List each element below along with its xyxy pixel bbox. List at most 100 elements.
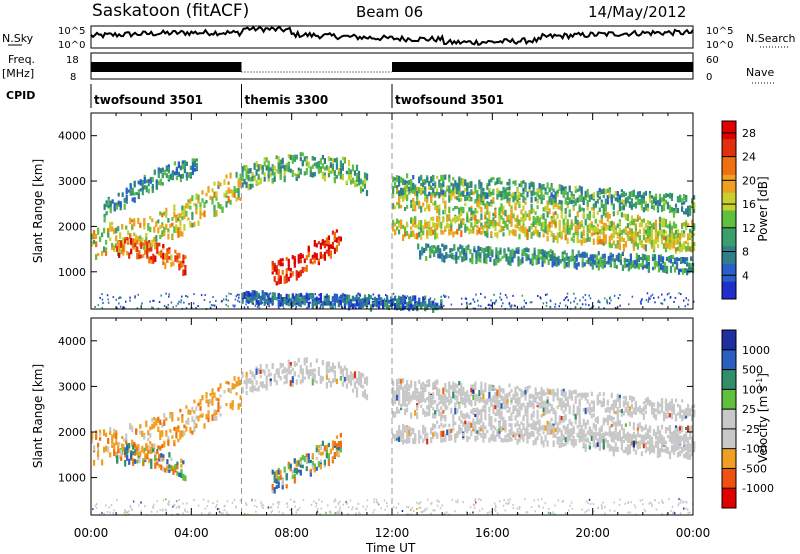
data-cell: [295, 175, 298, 181]
data-cell: [468, 436, 471, 440]
data-cell: [269, 378, 272, 384]
data-cell: [428, 205, 431, 212]
data-cell: [493, 293, 495, 296]
data-cell: [685, 426, 688, 431]
data-cell: [147, 183, 150, 187]
data-cell: [484, 224, 487, 229]
data-cell: [279, 275, 282, 282]
data-cell: [597, 260, 600, 265]
data-cell: [245, 371, 248, 378]
data-cell: [406, 407, 409, 413]
freq-block-1: [91, 62, 242, 72]
data-cell: [588, 431, 591, 437]
data-cell: [597, 251, 600, 256]
data-cell: [464, 187, 467, 192]
data-cell: [412, 230, 415, 234]
data-cell: [306, 307, 308, 310]
data-cell: [564, 223, 567, 229]
data-cell: [378, 302, 381, 308]
data-cell: [313, 172, 316, 177]
data-cell: [510, 437, 513, 442]
power-data: [91, 113, 696, 313]
data-cell: [621, 264, 624, 271]
data-cell: [283, 175, 286, 183]
data-cell: [271, 364, 274, 370]
data-cell: [309, 468, 312, 474]
data-cell: [143, 223, 146, 230]
data-cell: [412, 175, 415, 180]
cpid-label: CPID: [6, 89, 35, 102]
data-cell: [125, 195, 128, 201]
data-cell: [482, 226, 485, 234]
data-cell: [147, 437, 150, 442]
data-cell: [97, 442, 100, 448]
data-cell: [517, 256, 520, 263]
data-cell: [283, 466, 286, 473]
data-cell: [681, 198, 684, 203]
data-cell: [339, 294, 342, 300]
data-cell: [426, 229, 429, 237]
data-cell: [91, 233, 94, 240]
data-cell: [510, 414, 513, 418]
data-cell: [654, 238, 658, 245]
data-cell: [488, 406, 491, 413]
data-cell: [420, 220, 423, 225]
data-cell: [149, 433, 152, 438]
data-cell: [558, 427, 561, 433]
data-cell: [478, 418, 481, 425]
data-cell: [611, 257, 614, 262]
data-cell: [576, 219, 579, 226]
data-cell: [630, 238, 633, 242]
data-cell: [586, 233, 589, 238]
data-cell: [458, 198, 461, 202]
data-cell: [291, 300, 294, 307]
data-cell: [453, 256, 456, 261]
data-cell: [605, 261, 608, 265]
data-cell: [660, 232, 664, 239]
data-cell: [277, 156, 280, 163]
data-cell: [291, 159, 294, 164]
data-cell: [456, 228, 459, 235]
data-cell: [624, 228, 627, 234]
data-cell: [616, 240, 619, 245]
data-cell: [476, 420, 479, 425]
data-cell: [177, 302, 179, 305]
data-cell: [418, 220, 421, 227]
data-cell: [436, 188, 439, 193]
data-cell: [524, 182, 527, 187]
data-cell: [627, 258, 630, 263]
data-cell: [133, 180, 136, 188]
data-cell: [338, 296, 340, 299]
freq-tick-bottom: 8: [70, 72, 76, 83]
data-cell: [611, 253, 614, 258]
data-cell: [668, 242, 672, 246]
data-cell: [600, 425, 603, 431]
data-cell: [461, 303, 463, 306]
data-cell: [536, 429, 539, 435]
data-cell: [660, 229, 664, 234]
data-cell: [404, 185, 407, 191]
data-cell: [681, 222, 684, 230]
data-cell: [560, 214, 563, 219]
data-cell: [259, 178, 262, 185]
data-cell: [392, 298, 395, 303]
data-cell: [619, 259, 622, 265]
data-cell: [440, 430, 443, 437]
data-cell: [498, 229, 501, 233]
data-cell: [625, 258, 628, 263]
data-cell: [546, 182, 549, 189]
data-cell: [273, 175, 276, 182]
data-cell: [307, 374, 310, 380]
data-cell: [237, 187, 240, 193]
data-cell: [456, 216, 459, 222]
data-cell: [506, 187, 509, 191]
data-cell: [500, 225, 503, 233]
data-cell: [291, 474, 294, 479]
data-cell: [663, 266, 667, 273]
data-cell: [565, 256, 568, 261]
data-cell: [215, 299, 217, 302]
data-cell: [648, 191, 652, 195]
data-cell: [266, 295, 269, 298]
data-cell: [432, 222, 435, 228]
